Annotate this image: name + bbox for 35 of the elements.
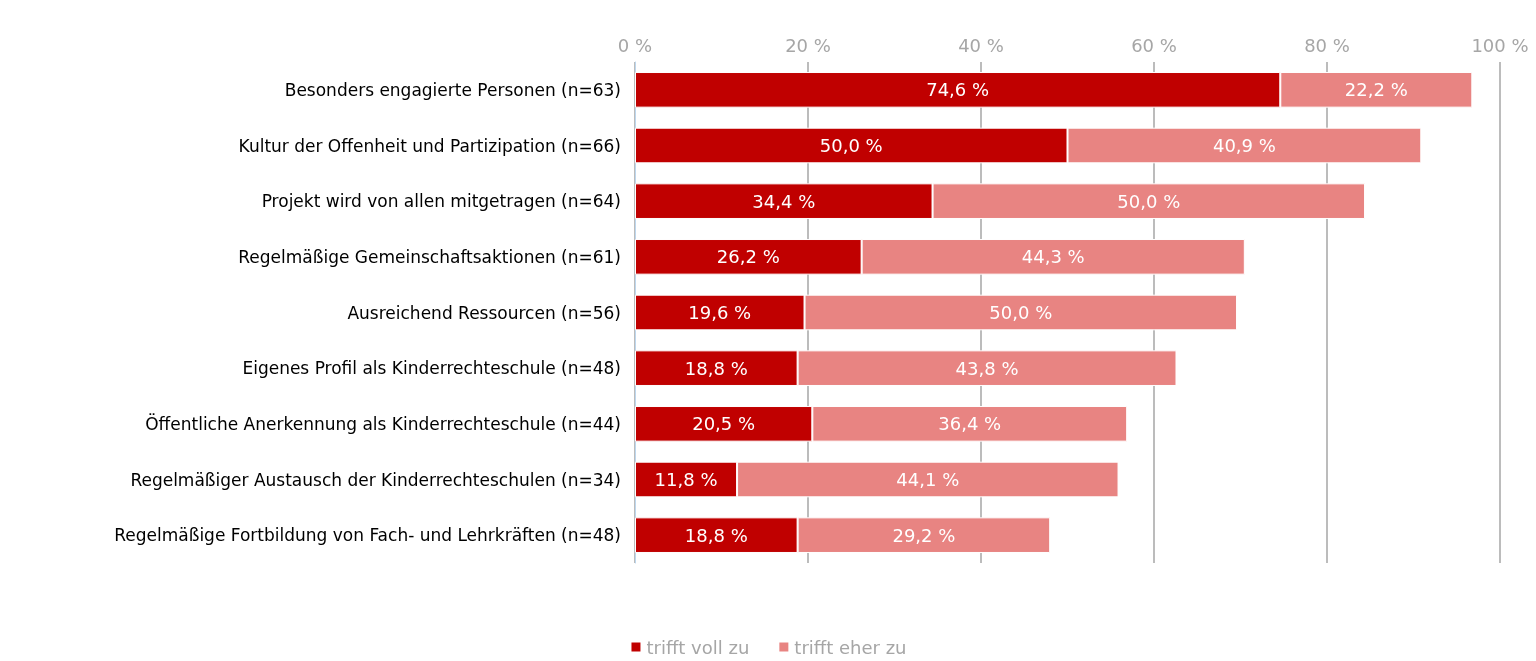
legend-label: trifft eher zu [794,636,907,658]
data-label: 29,2 % [892,524,956,546]
x-tick-label: 60 % [1131,34,1177,56]
x-tick-label: 0 % [617,34,653,56]
y-tick-label: Öffentliche Anerkennung als Kinderrechteschule (n=44) [145,412,621,434]
x-tick-label: 100 % [1471,34,1529,56]
data-label: 74,6 % [926,79,990,101]
y-tick-label: Regelmäßiger Austausch der Kinderrechteschulen (n=34) [130,469,621,490]
x-tick-label: 80 % [1304,34,1350,56]
data-label: 19,6 % [688,302,752,323]
data-label: 50,0 % [989,302,1053,323]
data-label: 22,2 % [1344,79,1408,101]
data-label: 50,0 % [1117,190,1181,212]
data-label: 36,4 % [938,413,1002,435]
data-label: 26,2 % [716,246,780,268]
data-label: 18,8 % [684,357,748,379]
y-tick-label: Regelmäßige Gemeinschaftsaktionen (n=61) [238,246,621,267]
y-tick-label: Eigenes Profil als Kinderrechteschule (n=48) [242,358,621,379]
legend-label: trifft voll zu [646,636,750,658]
y-tick-label: Kultur der Offenheit und Partizipation (n=66) [238,135,621,156]
x-tick-label: 20 % [785,34,831,56]
data-label: 50,0 % [819,135,883,156]
y-tick-label: Ausreichend Ressourcen (n=56) [347,302,621,323]
y-tick-label: Besonders engagierte Personen (n=63) [284,79,621,100]
y-tick-label: Regelmäßige Fortbildung von Fach- und Lehrkräften (n=48) [114,525,621,546]
data-label: 18,8 % [684,524,748,546]
data-label: 43,8 % [955,357,1019,379]
x-tick-label: 40 % [958,34,1004,56]
data-label: 11,8 % [654,469,718,490]
y-tick-label: Projekt wird von allen mitgetragen (n=64) [261,191,621,212]
data-label: 44,3 % [1021,246,1085,268]
data-label: 20,5 % [692,413,756,435]
data-label: 40,9 % [1212,135,1276,156]
data-label: 34,4 % [752,190,816,212]
data-label: 44,1 % [896,469,960,490]
